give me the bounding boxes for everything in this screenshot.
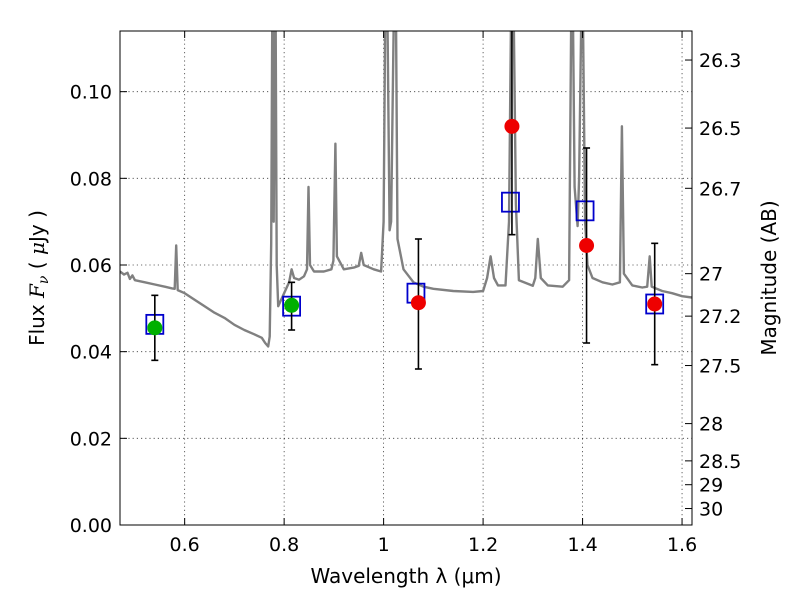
y-tick-label: 0.08 [70, 168, 112, 190]
measured-point [284, 297, 300, 313]
grid [120, 31, 692, 525]
x-tick-label: 1.6 [667, 534, 697, 556]
y2-tick-label: 28 [699, 414, 723, 436]
measured-point [647, 296, 663, 312]
y2-tick-label: 26.7 [699, 178, 741, 200]
marker-layer [145, 31, 665, 370]
y2-tick-label: 30 [699, 499, 723, 521]
ticks: 0.6 0.8 1 1.2 1.4 1.6 0.00 0.02 0.04 0.06 0.08 0.10… [70, 31, 741, 556]
y2-axis-label: Magnitude (AB) [757, 200, 781, 355]
plot-frame [119, 30, 693, 526]
y-tick-label: 0.00 [70, 515, 112, 537]
x-tick-label: 1.2 [468, 534, 498, 556]
measured-point [410, 295, 426, 311]
y-tick-label: 0.02 [70, 428, 112, 450]
y2-tick-label: 27.5 [699, 356, 741, 378]
y-axis-label-symbol: F [25, 283, 49, 299]
y2-tick-label: 26.5 [699, 118, 741, 140]
y-axis-label-unit: Jy ) [25, 210, 49, 244]
model-photometry-square [575, 200, 595, 222]
y-axis-label: Flux Fν ( μJy ) [25, 210, 52, 346]
model-photometry-square [501, 191, 520, 213]
y2-tick-label: 27.2 [699, 306, 741, 328]
spectrum-line [120, 31, 692, 348]
y-axis-label-mu: μ [25, 242, 49, 255]
plot-area [120, 31, 692, 348]
y2-tick-label: 26.3 [699, 50, 741, 72]
y2-tick-label: 28.5 [699, 451, 741, 473]
x-tick-label: 0.8 [269, 534, 299, 556]
y-axis-label-prefix: Flux [25, 298, 49, 346]
measured-point [579, 238, 595, 253]
measured-point [504, 118, 520, 134]
y-axis-label-paren: ( [25, 255, 49, 276]
measured-point [147, 320, 163, 336]
y-axis-label-subscript: ν [36, 275, 52, 284]
x-tick-label: 1.4 [567, 534, 597, 556]
x-tick-label: 0.6 [170, 534, 200, 556]
x-axis-label: Wavelength λ (μm) [310, 564, 501, 588]
y-tick-label: 0.04 [70, 342, 112, 364]
y2-tick-label: 29 [699, 475, 723, 497]
y-tick-label: 0.10 [70, 82, 112, 104]
x-tick-label: 1 [378, 534, 390, 556]
y-tick-label: 0.06 [70, 255, 112, 277]
y2-tick-label: 27 [699, 264, 723, 286]
